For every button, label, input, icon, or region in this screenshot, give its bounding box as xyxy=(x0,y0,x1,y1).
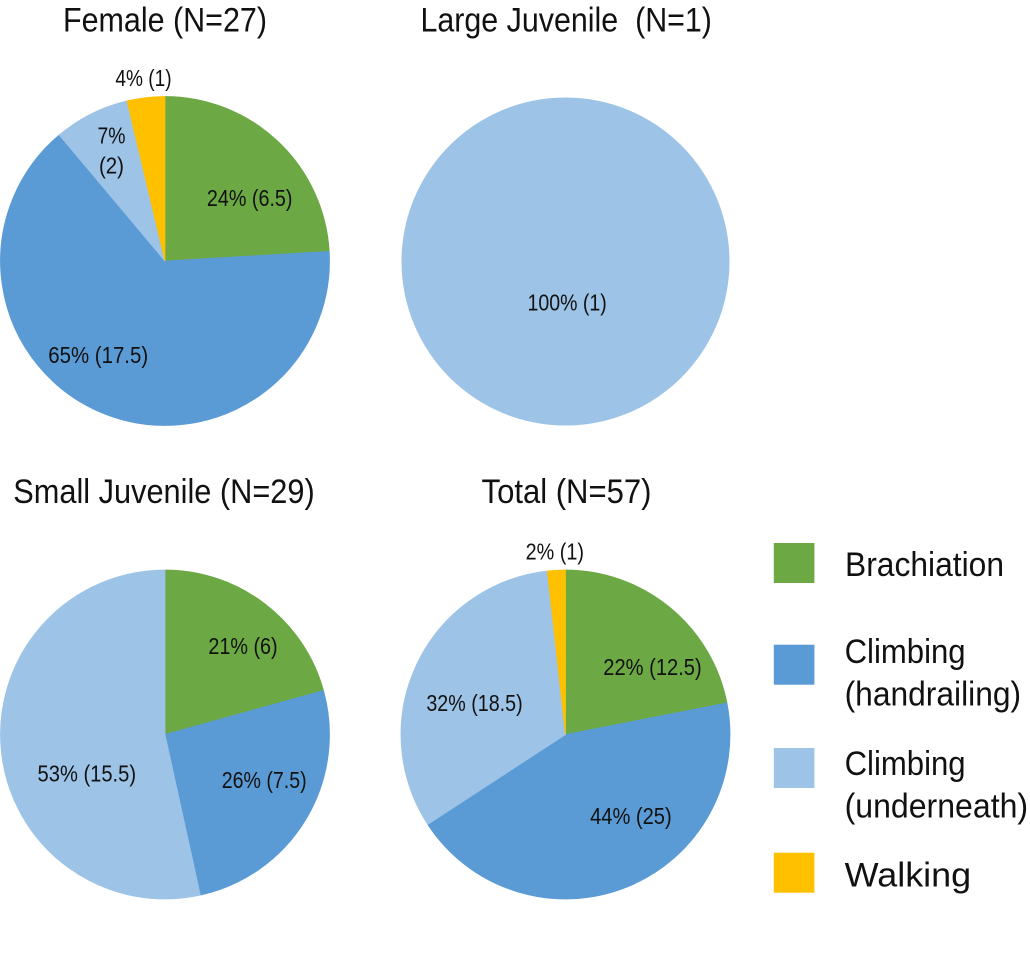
svg-text:(handrailing): (handrailing) xyxy=(845,676,1022,714)
svg-text:32% (18.5): 32% (18.5) xyxy=(426,690,522,716)
svg-text:Large Juvenile (N=1): Large Juvenile (N=1) xyxy=(420,1,712,39)
svg-text:53% (15.5): 53% (15.5) xyxy=(38,761,137,787)
svg-text:Climbing: Climbing xyxy=(845,745,966,783)
svg-text:65% (17.5): 65% (17.5) xyxy=(48,342,148,368)
svg-text:24% (6.5): 24% (6.5) xyxy=(207,185,293,211)
svg-text:2% (1): 2% (1) xyxy=(526,539,584,565)
svg-text:100% (1): 100% (1) xyxy=(528,290,607,316)
svg-text:Walking: Walking xyxy=(845,857,972,895)
svg-text:21% (6): 21% (6) xyxy=(208,633,277,659)
svg-text:(underneath): (underneath) xyxy=(845,788,1029,826)
svg-text:22% (12.5): 22% (12.5) xyxy=(603,654,701,680)
svg-text:7%: 7% xyxy=(98,123,126,149)
svg-text:4% (1): 4% (1) xyxy=(115,65,171,91)
svg-text:(2): (2) xyxy=(99,153,124,179)
svg-text:Brachiation: Brachiation xyxy=(845,546,1004,584)
svg-text:26% (7.5): 26% (7.5) xyxy=(222,767,307,793)
svg-text:44% (25): 44% (25) xyxy=(590,803,672,829)
svg-text:Female (N=27): Female (N=27) xyxy=(63,2,267,40)
svg-text:Climbing: Climbing xyxy=(845,633,966,671)
svg-text:Total (N=57): Total (N=57) xyxy=(482,473,652,511)
svg-text:Small Juvenile (N=29): Small Juvenile (N=29) xyxy=(13,473,314,511)
